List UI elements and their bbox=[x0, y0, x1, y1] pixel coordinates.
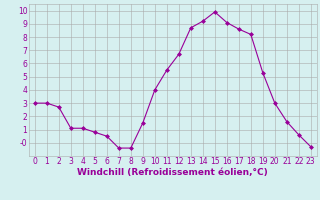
X-axis label: Windchill (Refroidissement éolien,°C): Windchill (Refroidissement éolien,°C) bbox=[77, 168, 268, 177]
